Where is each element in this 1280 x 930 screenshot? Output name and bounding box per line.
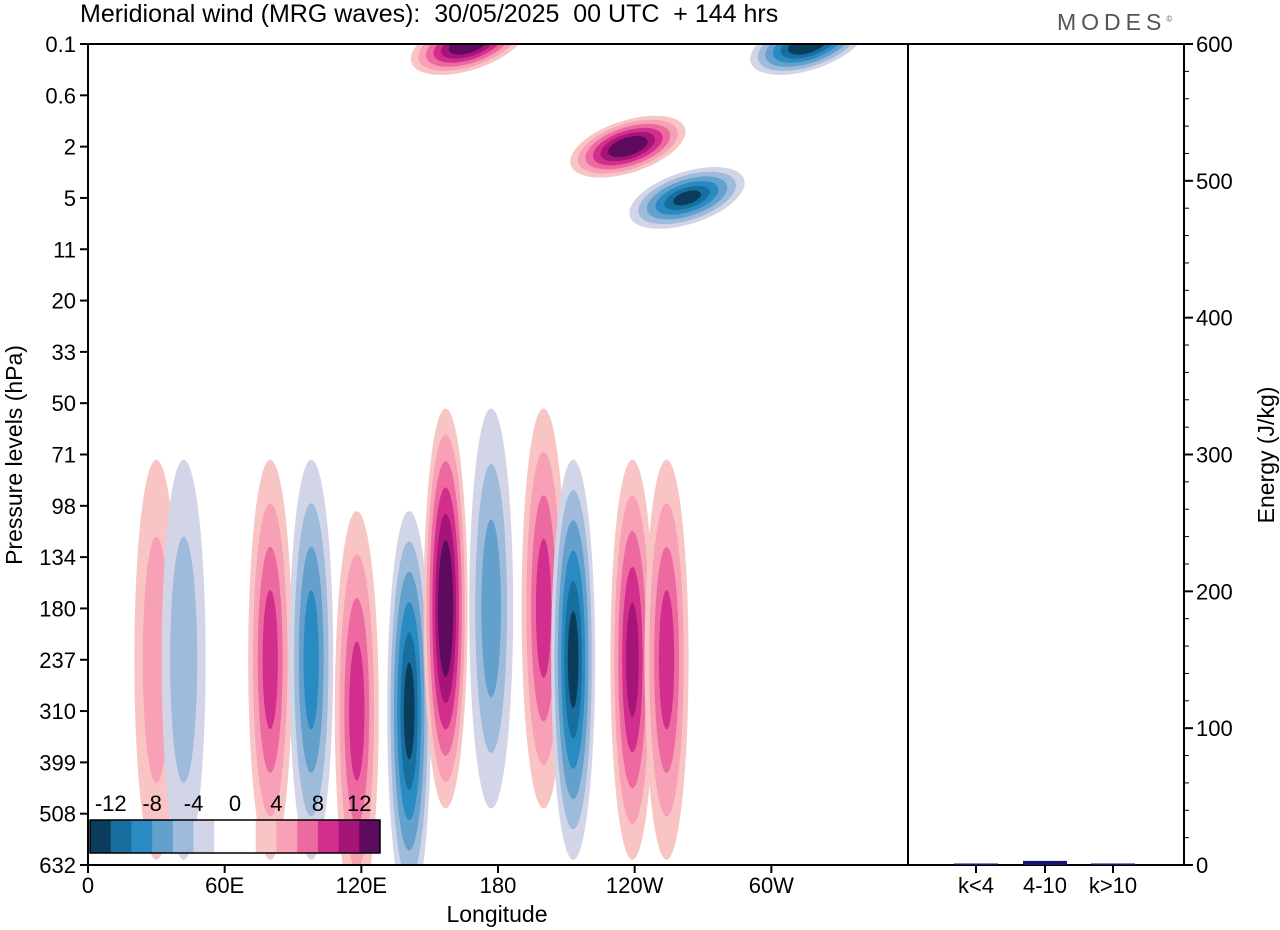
x-axis-title: Longitude — [446, 901, 547, 927]
energy-tick-label: 100 — [1196, 716, 1233, 741]
colorbar-swatch — [255, 820, 277, 853]
x-tick-label: 60E — [205, 873, 244, 898]
x-tick-label: 60W — [749, 873, 794, 898]
contour-band — [349, 641, 365, 781]
x-tick-label: 180 — [480, 873, 517, 898]
contour-band — [262, 590, 278, 730]
energy-cat-label: k<4 — [958, 873, 994, 898]
energy-tick-label: 400 — [1196, 306, 1233, 331]
energy-cat-label: k>10 — [1089, 873, 1137, 898]
contour-feature — [387, 511, 432, 865]
energy-tick-label: 200 — [1196, 579, 1233, 604]
x-tick-label: 0 — [82, 873, 94, 898]
contour-feature — [629, 167, 745, 229]
colorbar-swatch — [131, 820, 153, 853]
contour-feature — [423, 408, 468, 809]
x-tick-label: 120W — [606, 873, 664, 898]
y-tick-label: 2 — [64, 135, 76, 160]
contour-feature — [248, 459, 293, 860]
colorbar-swatch — [172, 820, 195, 853]
y-tick-label: 310 — [39, 699, 76, 724]
colorbar-label: -12 — [95, 791, 127, 816]
longitude-axis: 0 60E 120E 180 120W 60W — [82, 865, 794, 898]
colorbar-swatch — [152, 820, 174, 853]
colorbar-label: 8 — [312, 791, 324, 816]
y-tick-label: 98 — [52, 494, 76, 519]
contour-feature — [610, 459, 655, 860]
colorbar-label: 12 — [347, 791, 371, 816]
colorbar-swatch — [297, 820, 319, 853]
contour-band — [535, 538, 552, 679]
energy-frame — [907, 43, 1185, 866]
energy-bar — [1023, 860, 1067, 865]
energy-tick-label: 500 — [1196, 169, 1233, 194]
colorbar-frame — [89, 819, 381, 854]
energy-categories: k<4 4-10 k>10 — [958, 865, 1137, 898]
contour-band — [303, 590, 319, 730]
colorbar: -12 -8 -4 0 4 8 12 — [89, 791, 381, 854]
contour-band — [567, 611, 579, 709]
energy-axis-title: Energy (J/kg) — [1253, 387, 1279, 524]
y-tick-label: 20 — [52, 289, 76, 314]
y-axis-title: Pressure levels (hPa) — [1, 345, 27, 565]
y-tick-label: 237 — [39, 648, 76, 673]
contour-feature — [289, 459, 334, 860]
contour-band — [440, 566, 451, 651]
y-tick-label: 180 — [39, 596, 76, 621]
contour-band — [403, 662, 415, 760]
energy-panel: 0 100 200 300 400 500 600 k<4 4-10 k>10 — [907, 32, 1233, 898]
y-tick-label: 50 — [52, 391, 76, 416]
contour-band — [170, 536, 198, 783]
energy-cat-label: 4-10 — [1023, 873, 1067, 898]
contour-feature — [570, 115, 686, 178]
contour-feature — [644, 459, 689, 860]
colorbar-swatch — [276, 820, 298, 853]
y-tick-label: 0.6 — [45, 83, 76, 108]
chart-title: Meridional wind (MRG waves): 30/05/2025 … — [80, 0, 779, 28]
energy-tick-label: 300 — [1196, 443, 1233, 468]
energy-bar — [1091, 863, 1135, 865]
pressure-axis: 0.1 0.6 2 5 11 20 33 50 71 98 134 180 237 310 399 508 63… — [39, 32, 88, 878]
energy-bar — [954, 863, 998, 865]
modes-logo: MODES© — [1057, 9, 1173, 35]
y-tick-label: 11 — [53, 237, 76, 262]
colorbar-swatch — [90, 820, 112, 853]
colorbar-swatch — [214, 820, 236, 853]
y-tick-label: 399 — [39, 750, 76, 775]
y-tick-label: 508 — [39, 802, 76, 827]
contour-band — [615, 140, 640, 154]
contour-feature — [161, 459, 206, 860]
colorbar-swatch — [359, 820, 381, 853]
y-tick-label: 33 — [52, 340, 76, 365]
contour-band — [481, 519, 501, 698]
colorbar-swatch — [193, 820, 215, 853]
contour-feature — [469, 408, 514, 809]
colorbar-swatch — [317, 820, 340, 853]
contour-feature — [551, 459, 596, 860]
energy-tick-label: 0 — [1196, 853, 1208, 878]
colorbar-swatch — [338, 820, 360, 853]
y-tick-label: 134 — [39, 545, 76, 570]
x-tick-label: 120E — [336, 873, 387, 898]
energy-bars — [954, 860, 1135, 865]
y-tick-label: 5 — [64, 186, 76, 211]
colorbar-swatch — [110, 820, 132, 853]
colorbar-label: 4 — [270, 791, 282, 816]
colorbar-swatch — [235, 820, 257, 853]
y-tick-label: 0.1 — [45, 32, 76, 57]
contour-band — [673, 190, 702, 206]
colorbar-label: -4 — [184, 791, 204, 816]
heatmap-panel — [87, 43, 909, 866]
y-tick-label: 632 — [39, 853, 76, 878]
colorbar-label: 0 — [229, 791, 241, 816]
contour-band — [658, 590, 675, 730]
contour-feature — [334, 511, 379, 865]
contour-band — [626, 602, 639, 717]
energy-axis: 0 100 200 300 400 500 600 — [1184, 32, 1233, 878]
y-tick-label: 71 — [52, 443, 76, 468]
energy-tick-label: 600 — [1196, 32, 1233, 57]
colorbar-label: -8 — [142, 791, 162, 816]
